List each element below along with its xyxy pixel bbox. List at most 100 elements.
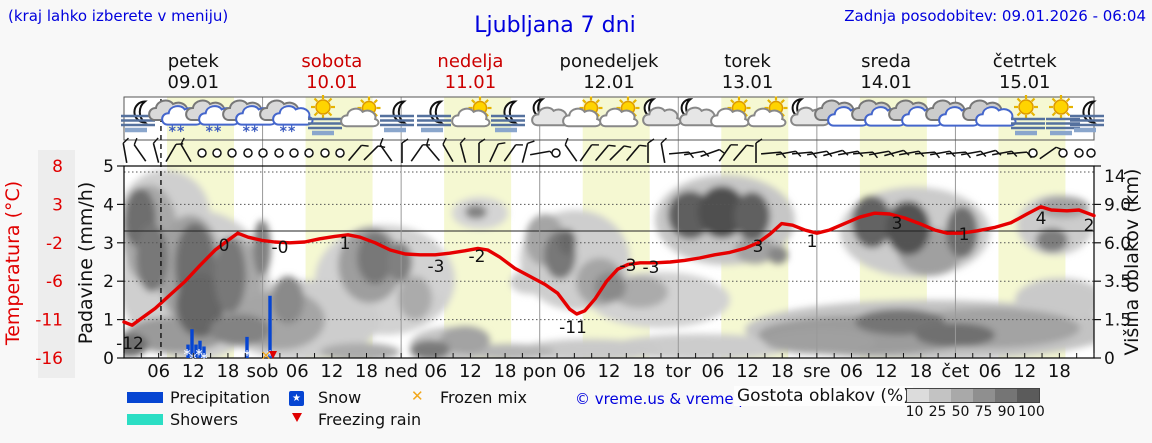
wind-barb-icon xyxy=(165,143,184,163)
wind-barb-icon xyxy=(442,137,454,163)
precipitation-swatch xyxy=(127,392,163,403)
weather-icon-snow-cloud: ** xyxy=(259,99,314,140)
cloud-height-tick-label: 14 xyxy=(1104,167,1126,187)
wind-barb-icon xyxy=(852,151,879,159)
precip-bar xyxy=(268,295,272,358)
page-title: Ljubljana 7 dni xyxy=(474,13,636,38)
time-label: 06 xyxy=(840,361,863,382)
wind-barb-icon xyxy=(718,144,738,162)
weather-icon-sun-cloud xyxy=(710,96,751,128)
temp-annotation: -0 xyxy=(272,238,289,258)
wind-barb-icon xyxy=(503,144,523,162)
weather-icon-sun-fog xyxy=(1046,95,1080,136)
cloud-density-title: Gostota oblakov (%) xyxy=(734,386,913,406)
precip-bar xyxy=(202,346,206,358)
temp-tick-label: -16 xyxy=(35,349,63,369)
precip-tick-label: 3 xyxy=(103,234,114,254)
time-label: 18 xyxy=(355,361,378,382)
weather-icon-cloud xyxy=(962,99,1017,127)
showers-swatch xyxy=(127,414,163,425)
day-name: sreda xyxy=(861,51,912,72)
temp-annotation: 1 xyxy=(959,225,970,245)
wind-barb-icon xyxy=(425,138,441,162)
wind-barb-icon xyxy=(594,144,616,162)
temp-tick-label: -2 xyxy=(46,234,63,254)
time-label: 18 xyxy=(909,361,932,382)
wind-barb-icon xyxy=(401,138,409,163)
frozen-mix-label: Frozen mix xyxy=(440,388,528,407)
day-header-torek: torek 13.01 xyxy=(683,51,813,93)
svg-text:**: ** xyxy=(206,124,223,140)
precip-tick-label: 0 xyxy=(103,349,114,369)
weather-icon-moon-cloud xyxy=(531,98,571,127)
time-label: 18 xyxy=(771,361,794,382)
day-abbr-label: tor xyxy=(666,361,692,382)
wind-barb-icon xyxy=(521,140,535,163)
copyright-link[interactable]: © vreme.us & vreme.pro xyxy=(575,390,763,408)
wind-calm-icon xyxy=(1074,148,1084,158)
temp-annotation: -3 xyxy=(643,258,660,278)
day-header-ponedeljek: ponedeljek 12.01 xyxy=(544,51,674,93)
precipitation-label: Precipitation xyxy=(170,388,271,407)
temp-axis-strip xyxy=(38,150,75,378)
time-label: 12 xyxy=(598,361,621,382)
weather-icon-moon-fog xyxy=(491,100,525,133)
time-label: 12 xyxy=(736,361,759,382)
temp-tick-label: 8 xyxy=(52,157,63,177)
precip-bar xyxy=(198,340,202,358)
day-abbr-label: pon xyxy=(523,361,557,382)
precip-bar xyxy=(194,344,198,358)
day-date: 12.01 xyxy=(583,72,635,93)
wind-calm-icon xyxy=(1058,148,1068,158)
cloud-scale-cell xyxy=(951,389,973,402)
wind-barb-icon xyxy=(732,144,754,162)
wind-calm-icon xyxy=(320,148,330,158)
cloud-density-scale xyxy=(906,388,1040,403)
wind-calm-icon xyxy=(289,148,299,158)
time-label: 12 xyxy=(875,361,898,382)
temp-annotation: 2 xyxy=(1084,216,1095,236)
day-header-sobota: sobota 10.01 xyxy=(267,51,397,93)
time-label: 18 xyxy=(632,361,655,382)
wind-barb-icon xyxy=(133,137,147,162)
wind-calm-icon xyxy=(243,148,253,158)
wind-calm-icon xyxy=(1086,148,1096,158)
wind-barb-icon xyxy=(347,144,369,162)
temp-annotation: -12 xyxy=(116,334,144,354)
precip-tick-label: 5 xyxy=(103,157,114,177)
cloud-density-scale-labels: 10 25 50 75 90 100 xyxy=(903,404,1045,420)
wind-barb-icon xyxy=(625,144,647,162)
snow-mark: * xyxy=(190,352,197,367)
cloud-scale-cell xyxy=(929,389,951,402)
temp-tick-label: -6 xyxy=(46,272,63,292)
temp-tick-label: -11 xyxy=(35,311,63,331)
temperature-line xyxy=(122,205,1096,327)
wind-barb-icon xyxy=(489,142,506,163)
day-date: 13.01 xyxy=(721,72,774,93)
weather-icon-moon-fog xyxy=(417,100,451,133)
time-label: 12 xyxy=(459,361,482,382)
freezing-rain-label: Freezing rain xyxy=(318,410,422,429)
wind-calm-icon xyxy=(551,148,561,158)
cloud-density-layer xyxy=(124,170,1094,358)
wind-calm-icon xyxy=(274,148,284,158)
last-update: Zadnja posodobitev: 09.01.2026 - 06:04 xyxy=(844,7,1146,25)
snow-mark: * xyxy=(201,352,208,367)
day-header-petek: petek 09.01 xyxy=(128,51,258,93)
precip-tick-label: 4 xyxy=(103,195,114,215)
temp-axis-title: Temperatura (°C) xyxy=(2,181,24,346)
freezing-rain-mark xyxy=(269,351,277,359)
temp-annotation: 3 xyxy=(892,214,903,234)
time-label: 12 xyxy=(1013,361,1036,382)
day-abbr-label: ned xyxy=(384,361,418,382)
time-label: 06 xyxy=(701,361,724,382)
time-label: 06 xyxy=(147,361,170,382)
day-name: ponedeljek xyxy=(559,51,659,72)
wind-barb-icon xyxy=(579,144,599,162)
weather-icon-sun-cloud xyxy=(747,96,788,128)
wind-barb-icon xyxy=(379,137,393,162)
day-name: petek xyxy=(167,51,219,72)
weather-icon-sun-fog xyxy=(1011,95,1045,136)
precip-bar xyxy=(245,336,249,358)
cloud-height-tick-label: 1.5 xyxy=(1104,311,1131,331)
